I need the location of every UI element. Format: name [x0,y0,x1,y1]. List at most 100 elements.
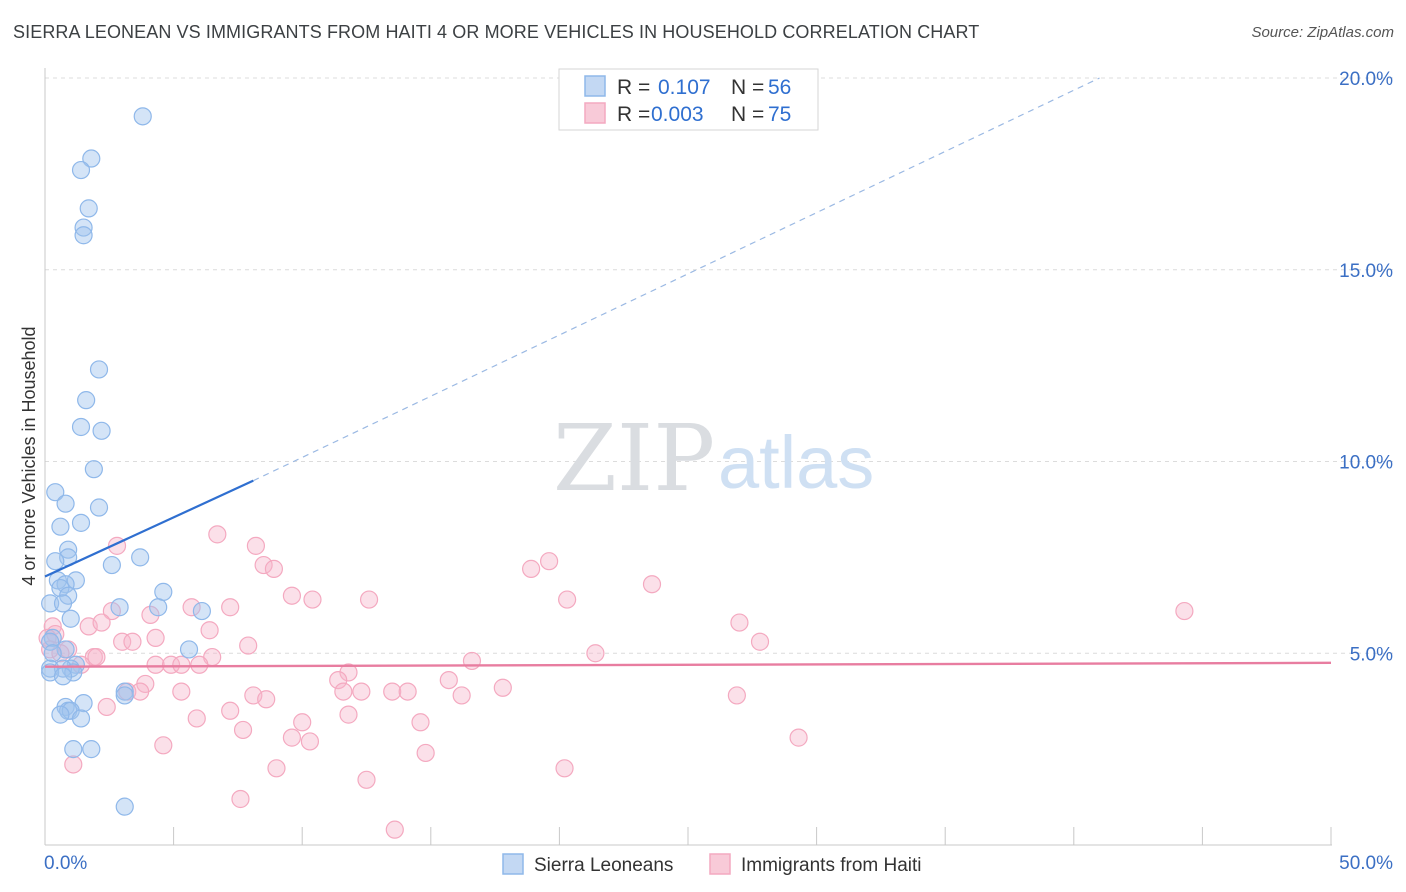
point-sierra-leone [79,199,98,218]
bottom-legend: Sierra Leoneans Immigrants from Haiti [502,853,922,876]
point-sierra-leone [53,667,73,686]
y-tick-label: 20.0% [1339,69,1393,90]
point-sierra-leone [66,571,85,590]
point-sierra-leone [133,107,152,126]
point-haiti [789,728,808,747]
chart-source: Source: ZipAtlas.com [1251,24,1394,41]
point-sierra-leone [71,709,91,728]
point-sierra-leone [92,421,111,440]
point-haiti [383,682,402,701]
point-sierra-leone [59,540,78,559]
point-haiti [233,720,253,740]
point-sierra-leone [115,682,134,701]
point-haiti [146,655,165,674]
legend-r-label-blue: R = [617,76,650,99]
point-sierra-leone [41,594,60,613]
point-haiti [522,559,541,578]
point-sierra-leone [41,632,60,651]
point-sierra-leone [82,149,101,168]
point-haiti [172,655,191,674]
point-haiti [87,647,106,667]
point-haiti [246,536,266,555]
point-haiti [282,586,302,605]
point-haiti [452,686,471,705]
point-haiti [352,682,371,701]
series-haiti-points [38,525,1194,839]
point-haiti [329,670,348,690]
point-sierra-leone [154,582,173,601]
point-sierra-leone [46,552,65,571]
point-haiti [1175,601,1194,621]
point-sierra-leone [192,601,211,621]
point-sierra-leone [131,548,150,567]
point-haiti [359,590,379,609]
bottom-legend-swatch-pink [709,853,731,875]
bottom-legend-swatch-blue [502,853,524,875]
point-haiti [540,552,559,571]
point-haiti [293,713,312,732]
point-haiti [64,755,83,774]
chart-title: SIERRA LEONEAN VS IMMIGRANTS FROM HAITI … [13,22,980,42]
point-sierra-leone [74,218,93,237]
point-haiti [303,590,322,609]
point-haiti [334,682,353,701]
point-haiti [730,613,749,632]
point-sierra-leone [74,226,93,245]
point-sierra-leone [71,160,91,180]
point-sierra-leone [71,417,91,437]
point-haiti [750,632,770,651]
point-haiti [208,525,227,544]
point-sierra-leone [89,498,109,517]
point-haiti [172,682,191,701]
point-sierra-leone [77,391,96,410]
point-haiti [257,690,276,709]
point-haiti [493,678,512,697]
point-haiti [154,736,173,755]
point-haiti [141,605,160,625]
point-haiti [339,663,358,682]
bottom-legend-label-pink: Immigrants from Haiti [741,855,922,876]
legend-swatch-blue [584,75,606,97]
trend-line-sierra-leone-extension [253,77,1100,482]
point-haiti [231,789,250,809]
point-haiti [555,759,574,778]
x-tick-label-min: 0.0% [44,853,87,874]
point-haiti [221,701,240,720]
point-haiti [357,770,376,789]
point-haiti [339,705,358,724]
point-haiti [462,651,482,671]
point-haiti [385,820,404,839]
point-sierra-leone [102,555,121,575]
point-haiti [411,713,430,732]
legend: R = 0.107 N = 56 R = 0.003 N = 75 [558,68,819,131]
y-tick-label: 10.0% [1339,453,1393,474]
legend-n-value-pink: 75 [768,103,791,126]
point-sierra-leone [71,513,91,532]
y-tick-label: 15.0% [1339,261,1393,282]
point-sierra-leone [149,598,168,617]
x-tick-marks [173,827,1332,845]
point-haiti [642,575,662,594]
legend-swatch-pink [584,102,606,124]
x-tick-label-max: 50.0% [1339,853,1393,874]
point-haiti [282,728,302,747]
point-haiti [727,686,746,705]
legend-n-label-blue: N = [731,76,764,99]
point-haiti [398,682,417,701]
point-haiti [146,628,165,648]
point-sierra-leone [51,705,70,724]
point-sierra-leone [51,578,70,598]
point-sierra-leone [115,797,134,816]
point-haiti [131,682,150,701]
point-haiti [113,632,132,651]
point-sierra-leone [84,460,103,479]
watermark: ZIP atlas [553,405,874,512]
y-tick-label: 5.0% [1350,644,1393,665]
point-haiti [123,632,142,651]
point-sierra-leone [115,686,134,705]
point-haiti [182,598,201,617]
series-sierra-leone-points [41,107,211,816]
point-haiti [264,559,284,578]
y-tick-labels: 5.0% 10.0% 15.0% 20.0% [1339,69,1393,665]
watermark-atlas: atlas [718,421,874,504]
